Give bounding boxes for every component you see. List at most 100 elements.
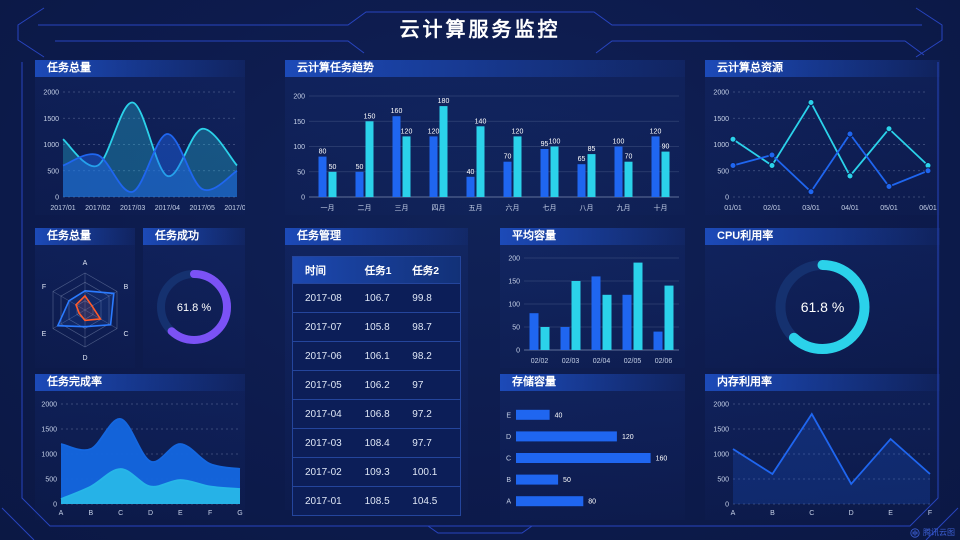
svg-text:D: D [148,510,153,517]
memory-line-chart: 0 500 1000 1500 2000 A B C D E F [713,402,932,518]
panel-title: CPU利用率 [705,228,940,245]
total-resource-line-chart: 0 500 1000 1500 2000 01/01 02/01 03/01 04/01 05/0… [713,90,936,213]
svg-text:180: 180 [438,98,450,105]
panel-title: 任务管理 [285,228,468,245]
svg-text:十月: 十月 [654,203,668,212]
svg-text:120: 120 [512,128,524,135]
svg-text:1000: 1000 [43,142,59,149]
svg-text:E: E [506,412,511,419]
svg-text:02/04: 02/04 [593,358,611,365]
svg-text:D: D [506,434,511,441]
panel-task-total-area: 任务总量 0 500 1000 1500 2000 2017/01 2017/02 2017/… [35,60,245,215]
svg-text:150: 150 [508,279,520,286]
cpu-usage-gauge: 61.8 % [775,260,870,354]
svg-text:0: 0 [516,348,520,355]
svg-text:120: 120 [622,434,634,441]
panel-title: 任务总量 [35,60,245,77]
svg-text:A: A [731,510,736,517]
panel-avg-capacity: 平均容量 0 50 100 150 200 02/02 02/03 02/04 02/05 02/… [500,228,685,368]
table-cell: 105.8 [364,321,390,333]
svg-text:61.8 %: 61.8 % [177,302,211,314]
table-cell: 108.4 [364,437,390,449]
table-cell: 106.8 [364,408,390,420]
svg-text:02/03: 02/03 [562,358,580,365]
table-cell: 2017-05 [305,379,342,391]
table-cell: 2017-01 [305,495,342,507]
table-row: 2017-07 105.8 98.7 [293,312,460,341]
svg-text:B: B [88,510,93,517]
svg-text:02/01: 02/01 [763,205,781,212]
table-cell: 2017-04 [305,408,342,420]
svg-text:五月: 五月 [469,204,483,212]
table-cell: 98.7 [412,321,432,333]
svg-text:三月: 三月 [395,204,409,212]
svg-text:150: 150 [364,113,376,120]
table-cell: 2017-07 [305,321,342,333]
table-cell: 2017-08 [305,292,342,304]
svg-text:0: 0 [725,195,729,202]
table-header-cell: 任务2 [412,264,440,277]
task-success-gauge: 61.8 % [157,270,231,344]
svg-text:40: 40 [467,169,475,176]
svg-text:九月: 九月 [617,203,631,212]
panel-task-success: 任务成功 61.8 % [143,228,245,368]
panel-memory: 内存利用率 0 500 1000 1500 2000 A B C D E F [705,374,940,520]
table-row: 2017-06 106.1 98.2 [293,341,460,370]
task-table: 时间 任务1 任务2 2017-08 106.7 99.8 2017-07 105.8 98.7… [292,256,461,516]
table-header-cell: 时间 [305,264,326,277]
panel-total-resource: 云计算总资源 0 500 1000 1500 2000 01/01 02/01 03/01 04… [705,60,940,215]
svg-text:二月: 二月 [358,204,372,212]
panel-completion: 任务完成率 0 500 1000 1500 2000 A B C D E F G [35,374,245,520]
svg-text:80: 80 [588,499,596,506]
svg-text:一月: 一月 [321,204,335,212]
avg-capacity-bar-chart: 0 50 100 150 200 02/02 02/03 02/04 02/05 02/06 [508,256,679,365]
svg-text:01/01: 01/01 [724,205,742,212]
svg-text:70: 70 [504,154,512,161]
svg-text:四月: 四月 [432,204,446,212]
table-cell: 97.2 [412,408,432,420]
svg-text:七月: 七月 [543,203,557,212]
page-title: 云计算服务监控 [399,19,561,41]
svg-text:F: F [928,510,932,517]
table-cell: 104.5 [412,495,438,507]
svg-text:85: 85 [588,146,596,153]
task-trend-bar-chart: 0 50 100 150 200 一月 二月 三月 四月 五月 六月 七月 八月 九月 十月 80 50 160 1… [293,94,679,212]
svg-text:2017/04: 2017/04 [155,205,180,212]
svg-text:A: A [506,499,511,506]
svg-text:E: E [178,510,183,517]
svg-text:0: 0 [53,502,57,509]
svg-text:50: 50 [356,164,364,171]
table-row: 2017-04 106.8 97.2 [293,399,460,428]
table-cell: 97.7 [412,437,432,449]
table-cell: 97 [412,379,424,391]
svg-text:C: C [118,510,123,517]
panel-title: 任务总量 [35,228,135,245]
svg-text:150: 150 [293,119,305,126]
svg-text:40: 40 [555,412,563,419]
svg-text:50: 50 [512,325,520,332]
table-cell: 106.2 [364,379,390,391]
svg-text:0: 0 [301,195,305,202]
svg-text:2017/05: 2017/05 [190,205,215,212]
watermark-label: 腾讯云图 [923,528,955,537]
svg-text:120: 120 [401,128,413,135]
svg-text:1000: 1000 [713,142,729,149]
svg-text:E: E [888,510,893,517]
table-cell: 2017-03 [305,437,342,449]
table-row: 2017-05 106.2 97 [293,370,460,399]
svg-text:05/01: 05/01 [880,205,898,212]
svg-text:03/01: 03/01 [802,205,820,212]
table-row: 2017-01 108.5 104.5 [293,486,460,515]
svg-text:1500: 1500 [713,116,729,123]
svg-text:2000: 2000 [713,402,729,409]
svg-text:500: 500 [45,477,57,484]
svg-text:2000: 2000 [43,90,59,97]
svg-text:2000: 2000 [713,90,729,97]
svg-text:50: 50 [329,164,337,171]
panel-title: 云计算总资源 [705,60,940,77]
completion-area-chart: 0 500 1000 1500 2000 A B C D E F G [41,402,242,518]
table-cell: 98.2 [412,350,432,362]
svg-text:02/05: 02/05 [624,358,642,365]
table-cell: 109.3 [364,466,390,478]
svg-text:50: 50 [297,169,305,176]
